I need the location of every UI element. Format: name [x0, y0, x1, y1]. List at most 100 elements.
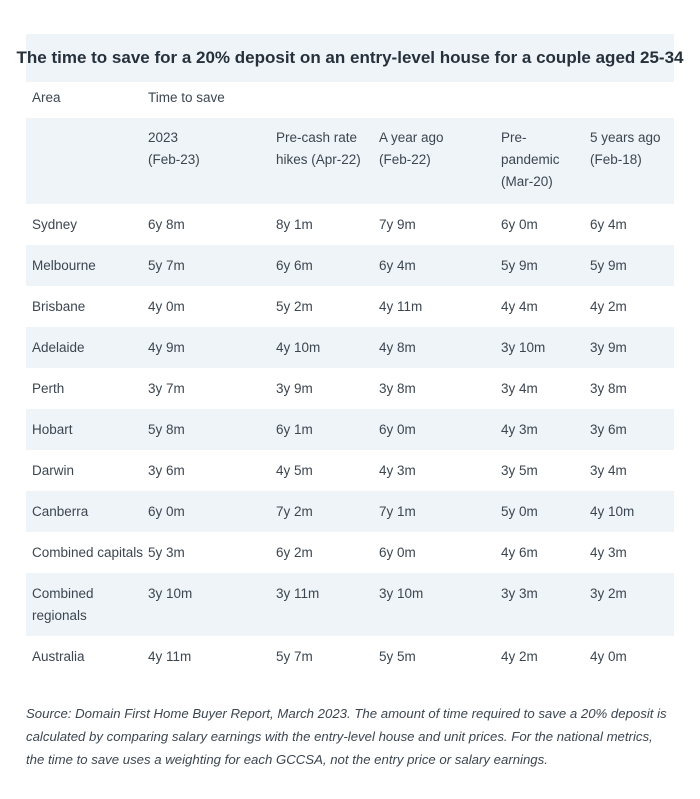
value-cell: 3y 10m [373, 573, 495, 636]
value-cell: 3y 8m [379, 381, 416, 396]
value-cell: 6y 6m [270, 245, 373, 286]
value-cell: 4y 11m [379, 299, 423, 314]
value-cell: 4y 10m [270, 327, 373, 368]
value-cell: 4y 6m [501, 545, 538, 560]
area-cell: Brisbane [26, 286, 146, 327]
text-line: Hobart [32, 422, 73, 437]
value-cell: 6y 2m [276, 545, 313, 560]
value-cell: 5y 8m [146, 409, 270, 450]
text-line: (Feb-23) [148, 152, 200, 167]
value-cell: 7y 2m [270, 491, 373, 532]
value-cell: 3y 2m [584, 573, 675, 636]
text-line: Australia [32, 649, 85, 664]
text-line: Canberra [32, 504, 89, 519]
area-cell: Combined regionals [26, 573, 146, 636]
value-cell: 4y 8m [373, 327, 495, 368]
table-row: Melbourne 5y 7m 6y 6m 6y 4m 5y 9m 5y 9m [26, 245, 675, 286]
table-row: Canberra 6y 0m 7y 2m 7y 1m 5y 0m 4y 10m [26, 491, 675, 532]
value-cell: 3y 4m [501, 381, 538, 396]
text-line: Perth [32, 381, 65, 396]
table-row: Sydney 6y 8m 8y 1m 7y 9m 6y 0m 6y 4m [26, 204, 674, 245]
value-cell: 4y 11m [148, 649, 192, 664]
value-cell: 4y 9m [146, 327, 270, 368]
value-cell: 6y 0m [146, 491, 270, 532]
header-row-group: Area Time to save [26, 82, 674, 118]
value-cell: 5y 0m [495, 491, 584, 532]
value-cell: 4y 2m [590, 299, 627, 314]
value-cell: 6y 4m [590, 217, 627, 232]
header-period-4: Pre-pandemic (Mar-20) [495, 118, 584, 204]
text-line: hikes (Apr-22) [276, 152, 361, 167]
value-cell: 3y 5m [501, 463, 538, 478]
area-cell: Hobart [26, 409, 146, 450]
value-cell: 3y 7m [148, 381, 185, 396]
header-row-periods: 2023 (Feb-23) Pre-cash rate hikes (Apr-22) A… [26, 118, 675, 204]
text-line: Source: Domain First Home Buyer Report, … [26, 706, 667, 721]
text-line: Sydney [32, 217, 78, 232]
value-cell: 3y 3m [495, 573, 584, 636]
text-line: 2023 [148, 130, 179, 145]
text-line: (Feb-18) [590, 152, 642, 167]
table-row: Brisbane 4y 0m 5y 2m 4y 11m 4y 4m 4y 2m [26, 286, 674, 327]
header-empty-cell [26, 118, 146, 204]
area-cell: Darwin [26, 450, 146, 491]
value-cell: 7y 1m [373, 491, 495, 532]
text-line: the time to save uses a weighting for ea… [26, 752, 548, 767]
text-line: pandemic [501, 152, 560, 167]
table-row: Darwin 3y 6m 4y 5m 4y 3m 3y 5m 3y 4m [26, 450, 674, 491]
table-row: Combined capitals 5y 3m 6y 2m 6y 0m 4y 6m 4y … [26, 532, 674, 573]
source-note: Source: Domain First Home Buyer Report, … [26, 702, 676, 771]
header-period-1: 2023 (Feb-23) [146, 118, 270, 204]
value-cell: 6y 8m [148, 217, 185, 232]
header-period-3: A year ago (Feb-22) [373, 118, 495, 204]
table-row: Australia 4y 11m 5y 7m 5y 5m 4y 2m 4y 0m [26, 636, 674, 677]
area-cell: Perth [26, 368, 146, 409]
value-cell: 3y 10m [146, 573, 270, 636]
text-line: Pre-cash rate [276, 130, 358, 145]
value-cell: 5y 9m [495, 245, 584, 286]
value-cell: 5y 9m [584, 245, 675, 286]
value-cell: 6y 4m [373, 245, 495, 286]
table-row: Perth 3y 7m 3y 9m 3y 8m 3y 4m 3y 8m [26, 368, 674, 409]
text-line: Combined [32, 586, 94, 601]
table-title: The time to save for a 20% deposit on an… [17, 34, 683, 82]
value-cell: 6y 0m [379, 545, 416, 560]
text-line: (Feb-22) [379, 152, 431, 167]
value-cell: 4y 3m [590, 545, 627, 560]
table-row: Combined regionals 3y 10m 3y 11m 3y 10m 3y 3m… [26, 573, 675, 636]
text-line: regionals [32, 608, 87, 623]
text-line: Darwin [32, 463, 75, 478]
area-cell: Adelaide [26, 327, 146, 368]
text-line: Pre- [501, 130, 527, 145]
value-cell: 4y 3m [379, 463, 416, 478]
header-time-to-save: Time to save [148, 90, 225, 105]
table-row: Adelaide 4y 9m 4y 10m 4y 8m 3y 10m 3y 9m [26, 327, 675, 368]
value-cell: 5y 3m [148, 545, 185, 560]
table-row: Hobart 5y 8m 6y 1m 6y 0m 4y 3m 3y 6m [26, 409, 675, 450]
header-area: Area [32, 90, 61, 105]
value-cell: 8y 1m [276, 217, 313, 232]
deposit-table-figure: The time to save for a 20% deposit on an… [17, 34, 683, 677]
value-cell: 6y 1m [270, 409, 373, 450]
value-cell: 3y 6m [584, 409, 675, 450]
text-line: A year ago [379, 130, 444, 145]
value-cell: 3y 9m [584, 327, 675, 368]
value-cell: 4y 4m [501, 299, 538, 314]
area-cell: Canberra [26, 491, 146, 532]
text-line: (Mar-20) [501, 174, 553, 189]
value-cell: 4y 0m [148, 299, 185, 314]
value-cell: 4y 5m [276, 463, 313, 478]
area-cell: Melbourne [26, 245, 146, 286]
header-period-2: Pre-cash rate hikes (Apr-22) [270, 118, 373, 204]
value-cell: 6y 0m [501, 217, 538, 232]
text-line: Brisbane [32, 299, 86, 314]
value-cell: 4y 3m [495, 409, 584, 450]
area-cell: Sydney [26, 204, 146, 245]
value-cell: 3y 9m [276, 381, 313, 396]
text-line: Melbourne [32, 258, 96, 273]
area-cell: Australia [26, 636, 146, 677]
value-cell: 5y 5m [379, 649, 416, 664]
text-line: 5 years ago [590, 130, 661, 145]
value-cell: 5y 2m [276, 299, 313, 314]
value-cell: 3y 11m [270, 573, 373, 636]
